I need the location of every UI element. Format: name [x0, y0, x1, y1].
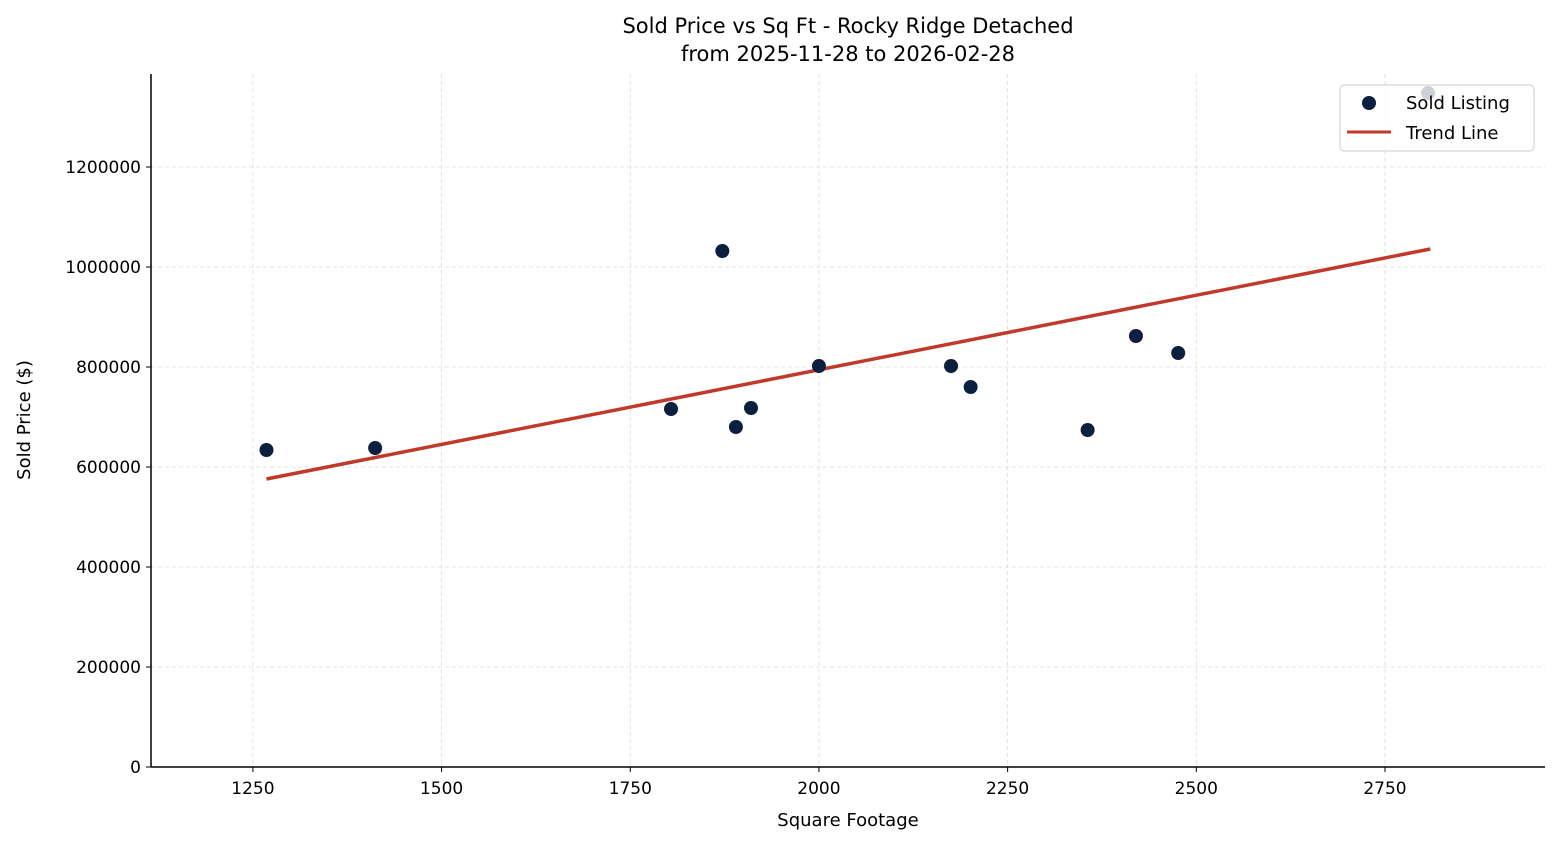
x-tick-label: 1750 [609, 779, 652, 799]
sold-listing-point [963, 380, 978, 394]
trend-line [266, 247, 1431, 481]
y-tick-label: 1200000 [65, 158, 141, 178]
sold-listing-point [1128, 329, 1143, 343]
legend-box [1339, 84, 1535, 152]
sold-listing-point [664, 402, 679, 416]
sold-listing-point [944, 359, 959, 373]
y-tick-label: 400000 [76, 558, 141, 578]
y-tick-label: 800000 [76, 358, 141, 378]
sold-listing-point [728, 420, 743, 434]
x-tick-label: 1500 [420, 779, 463, 799]
chart-subtitle: from 2025-11-28 to 2026-02-28 [681, 42, 1015, 66]
x-tick-label: 2500 [1175, 779, 1218, 799]
sold-listing-point [259, 443, 274, 457]
sold-listing-point [811, 359, 826, 373]
y-tick-label: 0 [130, 758, 141, 778]
x-axis-label: Square Footage [777, 810, 918, 831]
sold-listing-point [744, 401, 759, 415]
y-tick-label: 1000000 [65, 258, 141, 278]
legend: Sold Listing Trend Line [1339, 84, 1535, 152]
legend-label-trend-line: Trend Line [1405, 123, 1499, 144]
sold-listing-point [715, 244, 730, 258]
legend-marker-sold-listing [1362, 96, 1376, 110]
y-axis-label: Sold Price ($) [14, 360, 35, 480]
sold-listing-point [1171, 346, 1186, 360]
plot-marks [259, 86, 1436, 481]
legend-label-sold-listing: Sold Listing [1406, 93, 1510, 114]
y-tick-label: 200000 [76, 658, 141, 678]
chart-title: Sold Price vs Sq Ft - Rocky Ridge Detach… [622, 14, 1073, 38]
grid [151, 74, 1545, 768]
x-tick-label: 2250 [986, 779, 1029, 799]
x-tick-label: 2750 [1363, 779, 1406, 799]
axes: 1250 1500 1750 2000 2250 2500 2750 0 200000 40000… [65, 74, 1545, 799]
y-tick-label: 600000 [76, 458, 141, 478]
sold-listing-point [368, 441, 383, 455]
x-tick-label: 2000 [797, 779, 840, 799]
x-tick-label: 1250 [231, 779, 274, 799]
sold-listing-point [1080, 423, 1095, 437]
